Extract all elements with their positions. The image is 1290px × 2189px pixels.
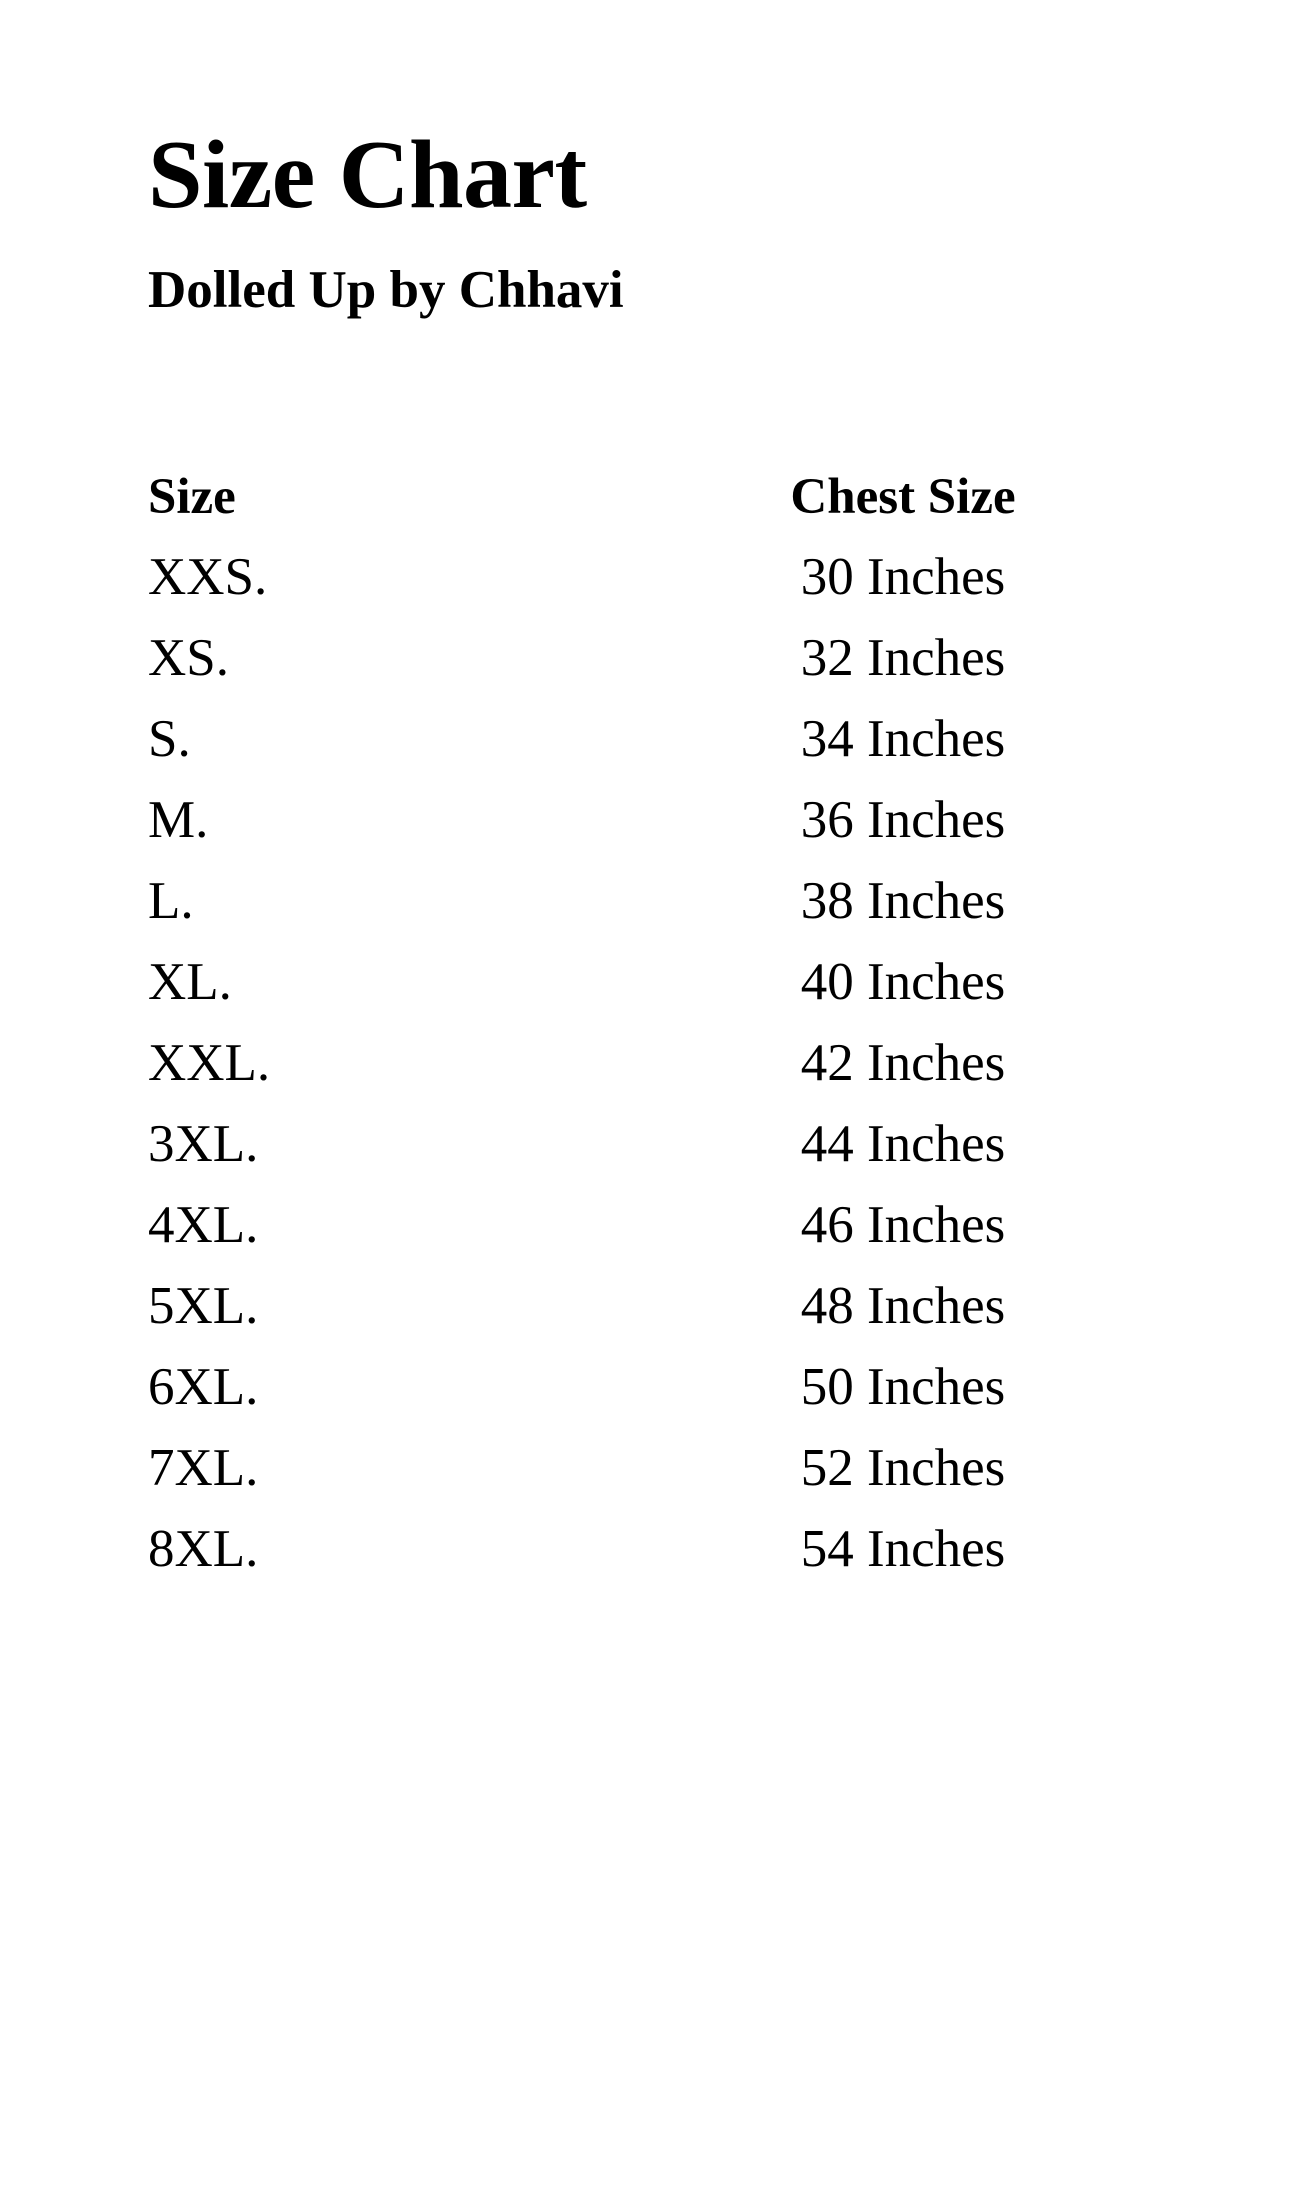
cell-chest-size: 32 Inches — [800, 629, 1006, 687]
table-header-row: Size Chest Size — [148, 457, 1138, 537]
table-body: XXS. 30 Inches XS. 32 Inches S. 34 Inches M. 36… — [148, 537, 1138, 1590]
cell-size: S. — [148, 710, 191, 768]
table-header: Size Chest Size — [148, 457, 1138, 537]
table-row: S. 34 Inches — [148, 699, 1138, 780]
table-row: 3XL. 44 Inches — [148, 1104, 1138, 1185]
cell-chest-size: 36 Inches — [800, 791, 1006, 849]
cell-chest-size: 38 Inches — [800, 872, 1006, 930]
cell-chest-size: 54 Inches — [800, 1520, 1006, 1578]
cell-size: 6XL. — [148, 1358, 259, 1416]
cell-size: XL. — [148, 953, 232, 1011]
cell-chest-size: 34 Inches — [800, 710, 1006, 768]
cell-size: 3XL. — [148, 1115, 259, 1173]
cell-size: XXS. — [148, 548, 268, 606]
table-row: XXS. 30 Inches — [148, 537, 1138, 618]
cell-size: XXL. — [148, 1034, 271, 1092]
cell-size: L. — [148, 872, 194, 930]
cell-chest-size: 40 Inches — [800, 953, 1006, 1011]
table-row: 8XL. 54 Inches — [148, 1509, 1138, 1590]
cell-size: 8XL. — [148, 1520, 259, 1578]
table-row: 6XL. 50 Inches — [148, 1347, 1138, 1428]
cell-chest-size: 52 Inches — [800, 1439, 1006, 1497]
page-title: Size Chart — [148, 121, 587, 229]
column-header-chest-size: Chest Size — [790, 468, 1016, 525]
cell-chest-size: 46 Inches — [800, 1196, 1006, 1254]
table-row: L. 38 Inches — [148, 861, 1138, 942]
table-row: 4XL. 46 Inches — [148, 1185, 1138, 1266]
cell-size: 5XL. — [148, 1277, 259, 1335]
cell-chest-size: 44 Inches — [800, 1115, 1006, 1173]
cell-size: XS. — [148, 629, 230, 687]
size-chart-table: Size Chest Size XXS. 30 Inches XS. 32 Inche… — [148, 457, 1138, 1590]
table-row: XXL. 42 Inches — [148, 1023, 1138, 1104]
column-header-size: Size — [148, 468, 236, 525]
table-row: 5XL. 48 Inches — [148, 1266, 1138, 1347]
heading-block: Size Chart Dolled Up by Chhavi — [148, 126, 1148, 317]
cell-size: 4XL. — [148, 1196, 259, 1254]
cell-size: M. — [148, 791, 209, 849]
table-row: XS. 32 Inches — [148, 618, 1138, 699]
cell-chest-size: 50 Inches — [800, 1358, 1006, 1416]
table-row: 7XL. 52 Inches — [148, 1428, 1138, 1509]
brand-subtitle: Dolled Up by Chhavi — [148, 261, 624, 319]
cell-chest-size: 30 Inches — [800, 548, 1006, 606]
cell-chest-size: 48 Inches — [800, 1277, 1006, 1335]
table-row: XL. 40 Inches — [148, 942, 1138, 1023]
cell-size: 7XL. — [148, 1439, 259, 1497]
cell-chest-size: 42 Inches — [800, 1034, 1006, 1092]
table-row: M. 36 Inches — [148, 780, 1138, 861]
